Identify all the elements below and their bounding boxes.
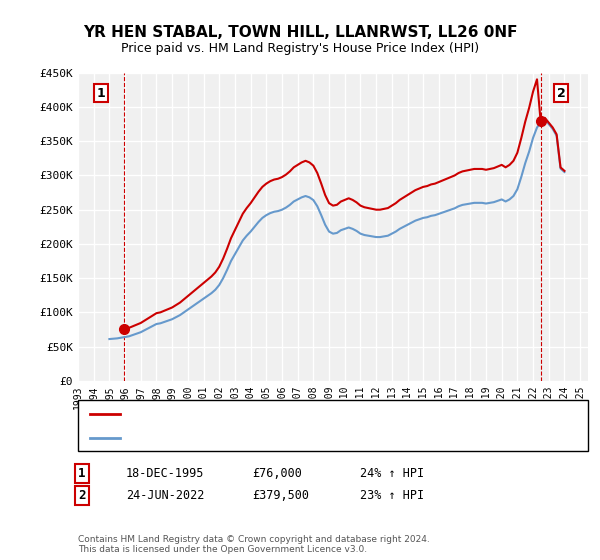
Text: 18-DEC-1995: 18-DEC-1995	[126, 466, 205, 480]
Text: YR HEN STABAL, TOWN HILL, LLANRWST, LL26 0NF: YR HEN STABAL, TOWN HILL, LLANRWST, LL26…	[83, 25, 517, 40]
Text: £76,000: £76,000	[252, 466, 302, 480]
Text: 23% ↑ HPI: 23% ↑ HPI	[360, 489, 424, 502]
Text: HPI: Average price, detached house, Conwy: HPI: Average price, detached house, Conw…	[126, 433, 382, 444]
Text: 24-JUN-2022: 24-JUN-2022	[126, 489, 205, 502]
Text: 2: 2	[78, 489, 86, 502]
Text: Price paid vs. HM Land Registry's House Price Index (HPI): Price paid vs. HM Land Registry's House …	[121, 42, 479, 55]
Text: YR HEN STABAL, TOWN HILL, LLANRWST, LL26 0NF (detached house): YR HEN STABAL, TOWN HILL, LLANRWST, LL26…	[126, 409, 507, 419]
Text: 1: 1	[97, 87, 106, 100]
Text: 24% ↑ HPI: 24% ↑ HPI	[360, 466, 424, 480]
Text: Contains HM Land Registry data © Crown copyright and database right 2024.
This d: Contains HM Land Registry data © Crown c…	[78, 535, 430, 554]
Text: 2: 2	[557, 87, 565, 100]
Text: 1: 1	[78, 466, 86, 480]
Text: £379,500: £379,500	[252, 489, 309, 502]
